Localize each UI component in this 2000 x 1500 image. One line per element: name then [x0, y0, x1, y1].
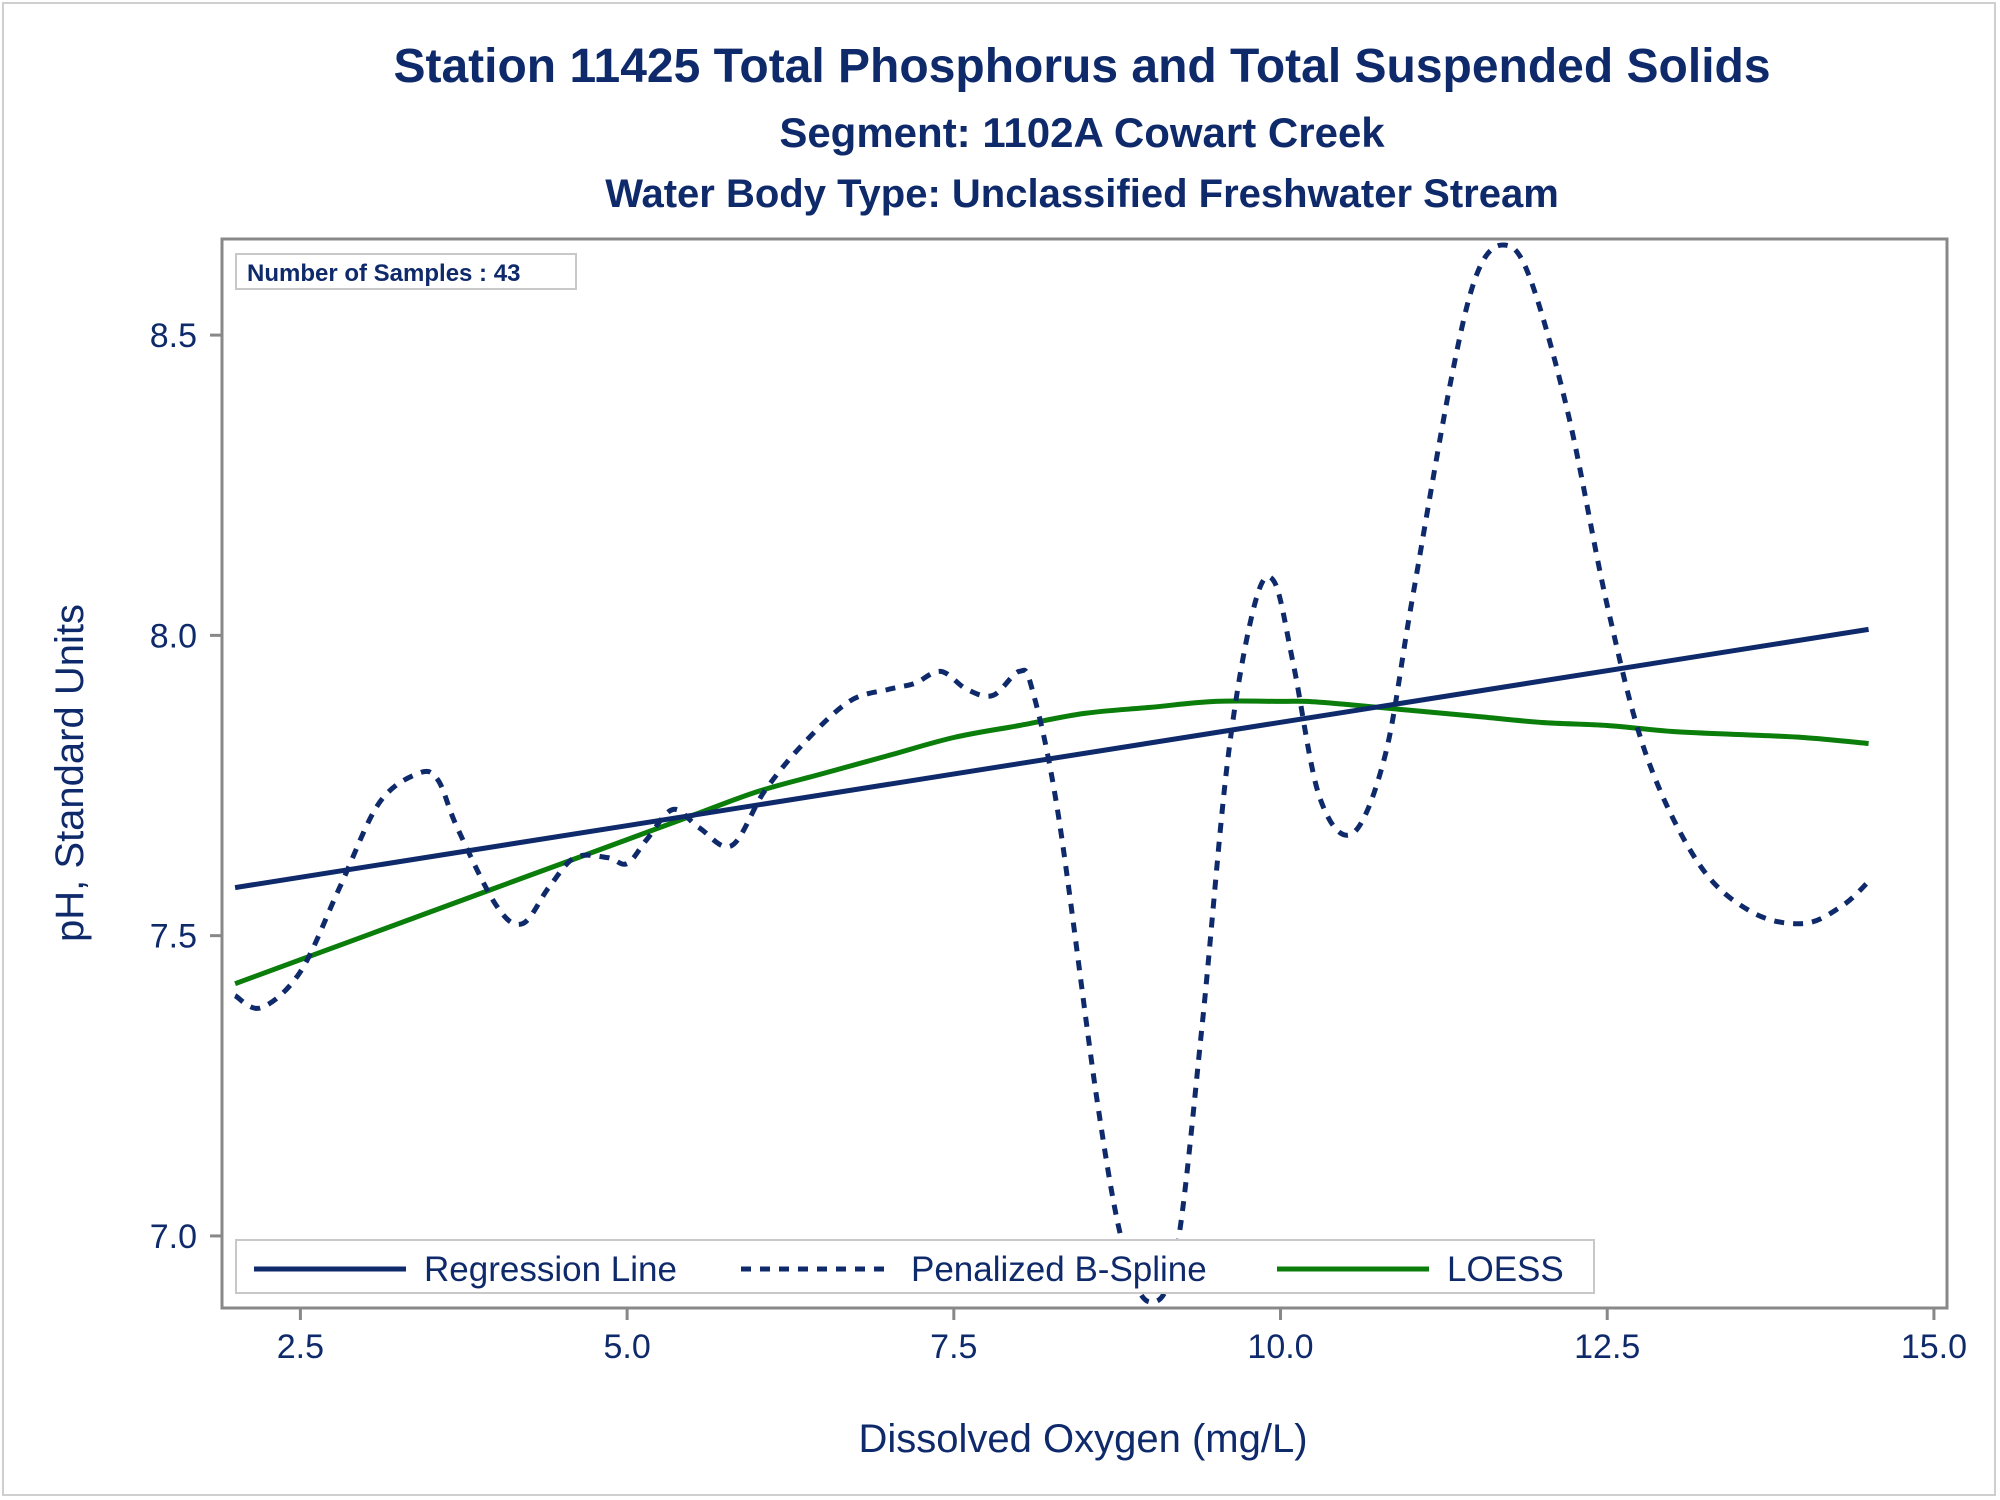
y-axis-label: pH, Standard Units — [48, 604, 92, 942]
sample-count-box: Number of Samples : 43 — [235, 253, 577, 290]
x-tick-label: 15.0 — [1901, 1328, 1967, 1366]
y-tick-label: 7.5 — [150, 918, 197, 956]
legend-label: Regression Line — [424, 1250, 677, 1289]
series-line-loess — [234, 698, 1869, 987]
x-tick-label: 12.5 — [1574, 1328, 1640, 1366]
chart-subtitle: Segment: 1102A Cowart Creek — [779, 109, 1385, 156]
series-layer — [233, 242, 1871, 1305]
legend: Regression Line Penalized B-Spline LOESS — [235, 1239, 1595, 1294]
sample-count-frame — [235, 253, 577, 290]
chart-subtitle-2: Water Body Type: Unclassified Freshwater… — [605, 172, 1559, 216]
y-tick-label: 8.0 — [150, 617, 197, 655]
x-tick-label: 2.5 — [277, 1328, 324, 1366]
y-tick-label: 7.0 — [150, 1218, 197, 1256]
y-axis: 7.0 7.5 8.0 8.5 — [150, 317, 222, 1256]
plot-area — [220, 237, 1949, 1310]
legend-label: LOESS — [1447, 1250, 1564, 1289]
x-axis: 2.5 5.0 7.5 10.0 12.5 15.0 — [277, 1308, 1967, 1366]
y-tick-label: 8.5 — [150, 317, 197, 355]
legend-label: Penalized B-Spline — [911, 1250, 1207, 1289]
x-tick-label: 10.0 — [1247, 1328, 1313, 1366]
x-tick-label: 5.0 — [603, 1328, 650, 1366]
series-line-regression-line — [234, 626, 1869, 891]
sample-count-label: Number of Samples : 43 — [247, 260, 520, 287]
chart-title: Station 11425 Total Phosphorus and Total… — [393, 40, 1770, 93]
x-tick-label: 7.5 — [930, 1328, 977, 1366]
series-line-penalized-b-spline — [233, 242, 1871, 1305]
x-axis-label: Dissolved Oxygen (mg/L) — [858, 1417, 1307, 1461]
